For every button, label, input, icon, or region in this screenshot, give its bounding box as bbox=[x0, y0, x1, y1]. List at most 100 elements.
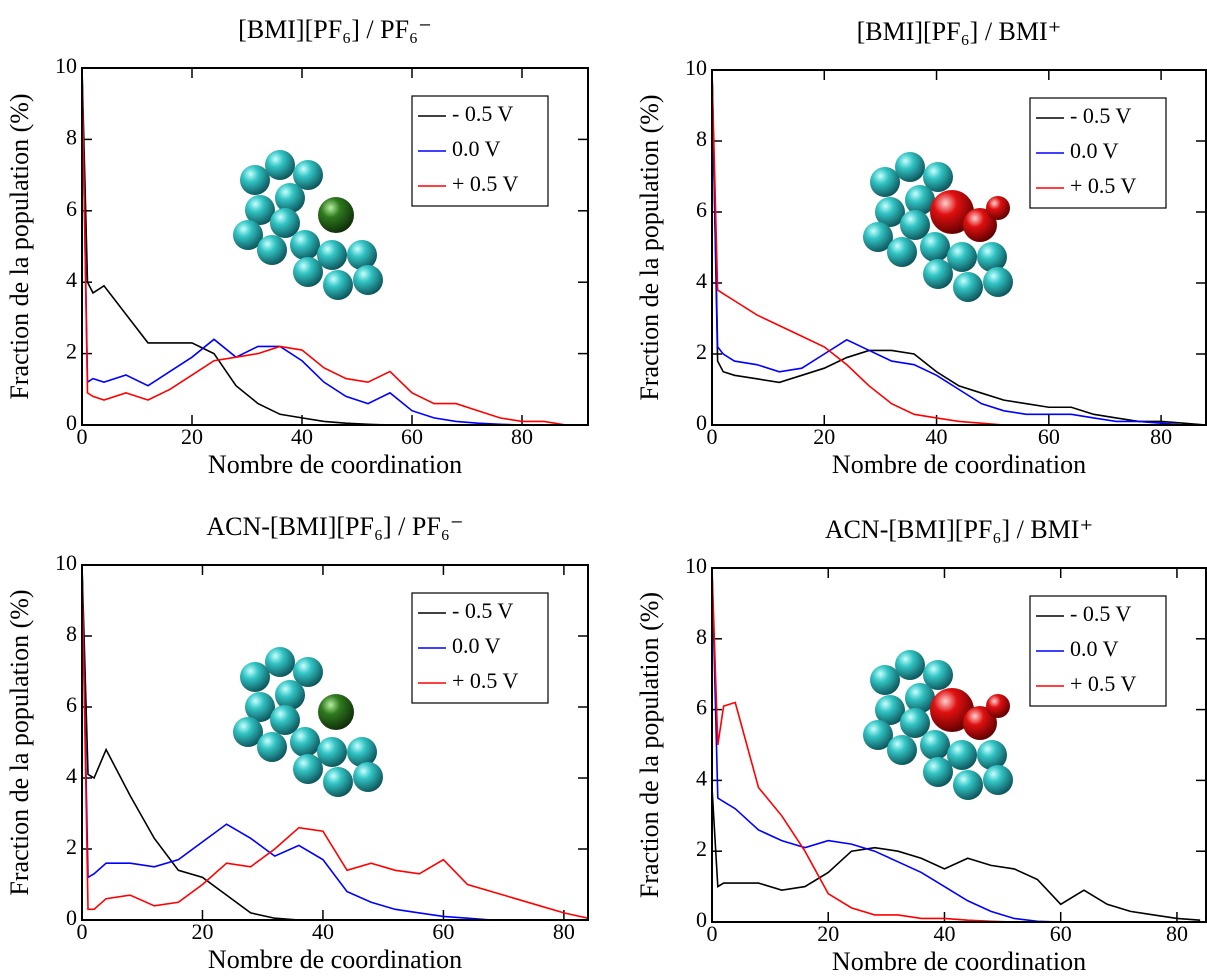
molecule-sphere bbox=[353, 762, 383, 792]
molecule-sphere bbox=[895, 650, 925, 680]
legend-label: + 0.5 V bbox=[452, 668, 519, 693]
y-tick-label: 10 bbox=[685, 553, 707, 578]
plot-frame bbox=[711, 69, 1207, 426]
molecule-sphere bbox=[920, 232, 950, 262]
molecule-sphere bbox=[290, 230, 320, 260]
molecule-sphere bbox=[905, 683, 935, 713]
molecule-sphere bbox=[293, 257, 323, 287]
x-tick-label: 0 bbox=[77, 919, 88, 944]
legend-label: - 0.5 V bbox=[452, 598, 513, 623]
molecule-sphere bbox=[233, 220, 263, 250]
molecule-sphere bbox=[245, 195, 275, 225]
y-tick-label: 4 bbox=[696, 765, 707, 790]
y-tick-label: 10 bbox=[685, 55, 707, 80]
x-tick-label: 60 bbox=[1038, 424, 1060, 449]
molecule-sphere bbox=[923, 259, 953, 289]
x-tick-label: 60 bbox=[401, 424, 423, 449]
y-axis-label: Fraction de la population (%) bbox=[5, 93, 34, 399]
y-tick-label: 6 bbox=[696, 695, 707, 720]
molecule-sphere bbox=[318, 694, 354, 730]
chart-title: ACN-[BMI][PF₆] / BMI⁺ bbox=[825, 515, 1093, 544]
x-tick-label: 20 bbox=[817, 921, 839, 946]
molecule-sphere bbox=[317, 240, 347, 270]
x-tick-label: 80 bbox=[1150, 424, 1172, 449]
molecule-sphere bbox=[947, 740, 977, 770]
x-tick-label: 40 bbox=[933, 921, 955, 946]
molecule-sphere bbox=[983, 765, 1013, 795]
x-tick-label: 40 bbox=[291, 424, 313, 449]
molecule-sphere bbox=[270, 208, 300, 238]
y-axis-label: Fraction de la population (%) bbox=[5, 589, 34, 895]
molecule-sphere bbox=[293, 160, 323, 190]
legend-label: 0.0 V bbox=[1070, 138, 1119, 163]
molecule-sphere bbox=[323, 270, 353, 300]
y-tick-label: 10 bbox=[55, 53, 77, 78]
molecule-sphere bbox=[977, 242, 1007, 272]
y-tick-label: 2 bbox=[696, 339, 707, 364]
legend-label: + 0.5 V bbox=[452, 171, 519, 196]
molecule-sphere bbox=[947, 242, 977, 272]
molecule-sphere bbox=[240, 165, 270, 195]
y-tick-label: 0 bbox=[66, 410, 77, 435]
y-tick-label: 10 bbox=[55, 550, 77, 575]
molecule-sphere bbox=[270, 705, 300, 735]
x-axis-label: Nombre de coordination bbox=[208, 945, 462, 974]
series-line bbox=[712, 568, 1201, 922]
molecule-sphere bbox=[257, 235, 287, 265]
y-tick-label: 2 bbox=[696, 836, 707, 861]
molecule-sphere bbox=[923, 660, 953, 690]
plot-frame bbox=[81, 564, 589, 921]
chart-title: ACN-[BMI][PF₆] / PF₆⁻ bbox=[206, 512, 463, 541]
legend-label: 0.0 V bbox=[452, 136, 501, 161]
series-line bbox=[712, 787, 1201, 922]
chart-title: [BMI][PF₆] / BMI⁺ bbox=[857, 17, 1062, 46]
molecule-sphere bbox=[930, 688, 974, 732]
y-tick-label: 0 bbox=[696, 410, 707, 435]
x-tick-label: 0 bbox=[77, 424, 88, 449]
molecule-sphere bbox=[870, 665, 900, 695]
molecule-sphere bbox=[317, 737, 347, 767]
y-tick-label: 4 bbox=[66, 267, 77, 292]
x-tick-label: 80 bbox=[511, 424, 533, 449]
legend-label: + 0.5 V bbox=[1070, 173, 1137, 198]
legend-label: 0.0 V bbox=[452, 633, 501, 658]
molecule-sphere bbox=[347, 737, 377, 767]
series-line bbox=[712, 70, 1206, 425]
molecule-sphere bbox=[920, 730, 950, 760]
x-tick-label: 80 bbox=[553, 919, 575, 944]
legend-label: + 0.5 V bbox=[1070, 671, 1137, 696]
molecule-sphere bbox=[923, 162, 953, 192]
y-tick-label: 6 bbox=[66, 196, 77, 221]
legend-label: 0.0 V bbox=[1070, 636, 1119, 661]
series-line bbox=[82, 565, 588, 920]
molecule-sphere bbox=[275, 183, 305, 213]
series-line bbox=[82, 565, 588, 920]
x-tick-label: 40 bbox=[312, 919, 334, 944]
molecule-sphere bbox=[265, 647, 295, 677]
series-line bbox=[712, 70, 1206, 425]
molecule-sphere bbox=[900, 210, 930, 240]
y-tick-label: 8 bbox=[696, 126, 707, 151]
x-tick-label: 20 bbox=[191, 919, 213, 944]
molecule-sphere bbox=[983, 267, 1013, 297]
molecule-sphere bbox=[963, 706, 997, 740]
series-line bbox=[82, 68, 566, 425]
molecule-sphere bbox=[323, 767, 353, 797]
molecule-sphere bbox=[293, 657, 323, 687]
molecule-sphere bbox=[900, 708, 930, 738]
y-tick-label: 6 bbox=[696, 197, 707, 222]
y-tick-label: 8 bbox=[66, 124, 77, 149]
molecule-sphere bbox=[240, 662, 270, 692]
molecule-sphere bbox=[887, 735, 917, 765]
legend-label: - 0.5 V bbox=[452, 101, 513, 126]
molecule-sphere bbox=[875, 695, 905, 725]
molecule-sphere bbox=[953, 770, 983, 800]
y-tick-label: 2 bbox=[66, 339, 77, 364]
y-axis-label: Fraction de la population (%) bbox=[635, 94, 664, 400]
x-axis-label: Nombre de coordination bbox=[832, 947, 1086, 976]
molecule-sphere bbox=[923, 757, 953, 787]
y-tick-label: 0 bbox=[66, 905, 77, 930]
molecule-sphere bbox=[895, 152, 925, 182]
